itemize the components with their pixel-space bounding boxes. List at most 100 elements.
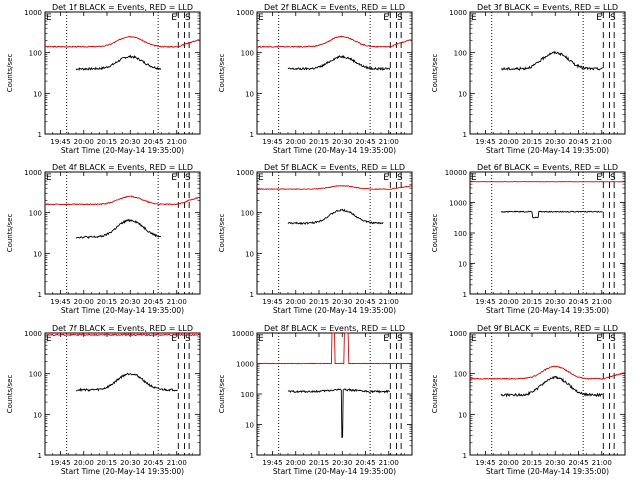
lld-series-line [44, 35, 200, 48]
marker-label-e: E [596, 334, 602, 344]
events-series-line [500, 210, 603, 219]
x-tick-label: 19:45 [475, 298, 495, 306]
marker-label-s: S [397, 173, 403, 183]
y-tick-label: 10 [33, 411, 42, 419]
y-tick-label: 1 [250, 131, 254, 139]
y-tick-label: 100 [241, 50, 254, 58]
y-tick-label: 1000 [24, 330, 42, 338]
x-axis-label: Start Time (20-May-14 19:35:00) [273, 467, 396, 476]
y-tick-label: 100 [454, 371, 467, 379]
x-tick-label: 20:30 [120, 459, 140, 467]
y-axis-label: Counts/sec [6, 54, 14, 93]
panel-title: Det 4f BLACK = Events, RED = LLD [52, 163, 193, 172]
y-tick-label: 1 [463, 452, 467, 460]
marker-label-s: S [397, 13, 403, 23]
marker-label-e: E [383, 13, 389, 23]
plot-frame [44, 171, 201, 295]
x-tick-label: 20:15 [97, 138, 117, 146]
y-tick-label: 100 [454, 230, 467, 238]
x-tick-label: 20:30 [545, 459, 565, 467]
marker-label-e: E [383, 173, 389, 183]
x-tick-label: 20:30 [545, 138, 565, 146]
x-axis-label: Start Time (20-May-14 19:35:00) [61, 146, 184, 155]
x-tick-label: 21:00 [167, 459, 187, 467]
lld-series-line [257, 185, 412, 191]
x-tick-label: 21:00 [379, 298, 399, 306]
y-tick-label: 10 [458, 90, 467, 98]
x-tick-label: 20:15 [309, 298, 329, 306]
x-tick-label: 20:30 [332, 459, 352, 467]
panel-title: Det 1f BLACK = Events, RED = LLD [52, 3, 193, 12]
y-tick-label: 1 [38, 131, 42, 139]
x-tick-label: 21:00 [167, 138, 187, 146]
x-axis-label: Start Time (20-May-14 19:35:00) [61, 467, 184, 476]
detector-panel-6: Det 6f BLACK = Events, RED = LLD 1 10 100 10… [431, 163, 626, 315]
marker-label-e: E [596, 173, 602, 183]
y-axis-label: Counts/sec [431, 54, 439, 93]
x-tick-label: 20:15 [522, 459, 542, 467]
detector-panel-9: Det 9f BLACK = Events, RED = LLD 1 10 100 10… [431, 324, 626, 476]
lld-series-line [44, 195, 200, 206]
x-tick-label: 20:15 [309, 138, 329, 146]
x-tick-label: 20:45 [568, 298, 588, 306]
events-series-line [75, 218, 162, 239]
x-tick-label: 20:00 [286, 459, 306, 467]
panel-title: Det 9f BLACK = Events, RED = LLD [477, 324, 618, 333]
x-tick-label: 19:45 [50, 459, 70, 467]
x-tick-label: 19:45 [50, 298, 70, 306]
detector-panel-1: Det 1f BLACK = Events, RED = LLD 1 10 100 10… [6, 3, 201, 155]
x-tick-label: 20:30 [332, 138, 352, 146]
y-tick-label: 10 [33, 90, 42, 98]
x-tick-label: 19:45 [50, 138, 70, 146]
x-tick-label: 20:45 [568, 459, 588, 467]
x-tick-label: 20:45 [355, 138, 375, 146]
detector-panel-7: Det 7f BLACK = Events, RED = LLD 1 10 100 10… [6, 324, 201, 476]
y-tick-label: 100 [29, 50, 42, 58]
x-tick-label: 20:15 [522, 298, 542, 306]
x-tick-label: 19:45 [262, 138, 282, 146]
x-tick-label: 20:15 [97, 298, 117, 306]
x-tick-label: 20:00 [74, 138, 94, 146]
y-tick-label: 1 [250, 452, 254, 460]
y-axis-label: Counts/sec [6, 375, 14, 414]
y-axis-label: Counts/sec [218, 54, 226, 93]
x-tick-label: 20:00 [499, 298, 519, 306]
y-tick-label: 10000 [232, 330, 254, 338]
x-tick-label: 20:30 [545, 298, 565, 306]
marker-label-e: E [46, 13, 52, 23]
events-series-line [287, 388, 391, 439]
x-tick-label: 20:00 [74, 298, 94, 306]
x-tick-label: 21:00 [592, 298, 612, 306]
marker-label-e: E [471, 13, 477, 23]
y-axis-label: Counts/sec [431, 214, 439, 253]
y-axis-label: Counts/sec [218, 214, 226, 253]
marker-label-e: E [471, 334, 477, 344]
x-tick-label: 21:00 [592, 138, 612, 146]
events-series-line [500, 50, 603, 71]
marker-label-s: S [185, 13, 191, 23]
panel-title: Det 6f BLACK = Events, RED = LLD [477, 163, 618, 172]
x-tick-label: 20:00 [286, 298, 306, 306]
x-tick-label: 20:30 [120, 298, 140, 306]
x-axis-label: Start Time (20-May-14 19:35:00) [273, 306, 396, 315]
y-tick-label: 1 [463, 131, 467, 139]
y-tick-label: 1 [38, 452, 42, 460]
y-tick-label: 100 [29, 371, 42, 379]
y-axis-label: Counts/sec [6, 214, 14, 253]
x-tick-label: 20:00 [74, 459, 94, 467]
lld-series-line [257, 35, 412, 48]
events-series-line [75, 372, 178, 393]
marker-label-e: E [471, 173, 477, 183]
detector-panel-3: Det 3f BLACK = Events, RED = LLD 1 10 100 10… [431, 3, 626, 155]
plot-frame [469, 11, 626, 135]
x-tick-label: 20:45 [143, 298, 163, 306]
marker-label-s: S [610, 334, 616, 344]
marker-label-e: E [258, 173, 264, 183]
marker-label-e: E [46, 334, 52, 344]
y-tick-label: 1000 [236, 9, 254, 17]
lld-series-line [44, 333, 200, 337]
panel-title: Det 3f BLACK = Events, RED = LLD [477, 3, 618, 12]
y-tick-label: 1 [250, 291, 254, 299]
x-tick-label: 20:00 [499, 138, 519, 146]
